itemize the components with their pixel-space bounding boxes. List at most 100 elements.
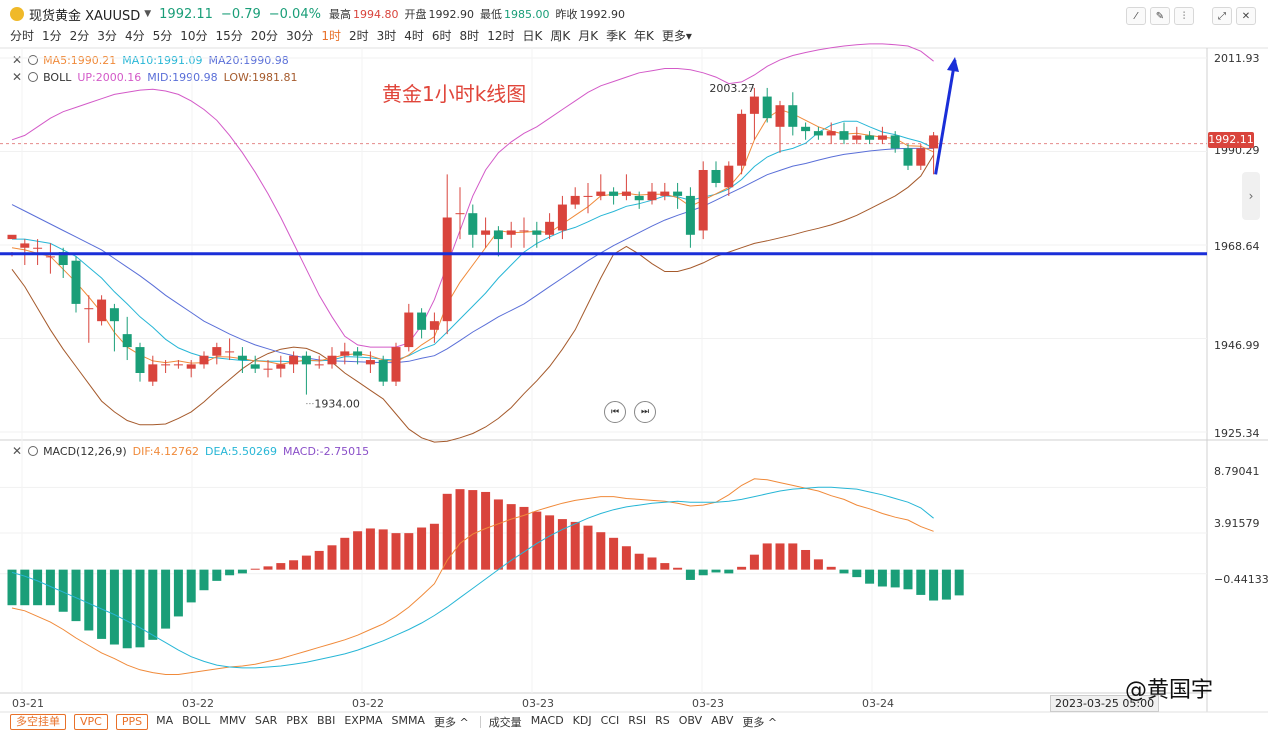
macd-bar bbox=[557, 519, 567, 570]
period-21[interactable]: 年K bbox=[633, 29, 654, 43]
indicator-sub_indicators-1[interactable]: MACD bbox=[530, 714, 564, 727]
indicator-sub_indicators-2[interactable]: KDJ bbox=[572, 714, 592, 727]
macd-bar bbox=[673, 567, 683, 570]
indicator-sub_indicators-3[interactable]: CCI bbox=[600, 714, 620, 727]
macd-bar bbox=[877, 569, 887, 587]
skip-back-icon[interactable]: ⏮ bbox=[604, 401, 626, 423]
macd-bar bbox=[186, 569, 196, 603]
period-16[interactable]: 12时 bbox=[487, 29, 515, 43]
indicator-sub_indicators-4[interactable]: RSI bbox=[628, 714, 647, 727]
candle-body bbox=[621, 191, 631, 196]
period-10[interactable]: 1时 bbox=[321, 29, 341, 43]
period-6[interactable]: 10分 bbox=[180, 29, 208, 43]
indicator-sub_indicators-0[interactable]: 成交量 bbox=[488, 716, 522, 729]
pen-icon[interactable]: ✎ bbox=[1150, 7, 1170, 25]
macd-tick: −0.44133 bbox=[1214, 573, 1268, 586]
live-price-dot bbox=[928, 134, 939, 145]
period-19[interactable]: 月K bbox=[578, 29, 599, 43]
gear-icon[interactable] bbox=[28, 72, 39, 82]
price-tick: 2011.93 bbox=[1214, 52, 1260, 65]
period-14[interactable]: 6时 bbox=[431, 29, 452, 43]
indicator-sub_indicators-6[interactable]: OBV bbox=[678, 714, 703, 727]
macd-bar bbox=[775, 543, 785, 570]
candle-body bbox=[890, 135, 900, 149]
period-7[interactable]: 15分 bbox=[215, 29, 243, 43]
ma20-legend: MA20:1990.98 bbox=[208, 53, 289, 67]
period-4[interactable]: 4分 bbox=[124, 29, 145, 43]
indicator-sub_indicators-8[interactable]: 更多 ^ bbox=[742, 716, 778, 729]
gear-icon[interactable] bbox=[28, 55, 39, 65]
expand-icon[interactable]: ⤢ bbox=[1212, 7, 1232, 25]
period-15[interactable]: 8时 bbox=[459, 29, 480, 43]
indicator-main_indicators-0[interactable]: MA bbox=[156, 714, 174, 727]
symbol-name[interactable]: 现货黄金 XAUUSD bbox=[29, 8, 141, 24]
macd-bar bbox=[852, 569, 862, 578]
period-5[interactable]: 5分 bbox=[152, 29, 173, 43]
candle-body bbox=[122, 334, 132, 348]
close-icon[interactable]: ✕ bbox=[1236, 7, 1256, 25]
period-2[interactable]: 2分 bbox=[69, 29, 90, 43]
macd-bar bbox=[468, 490, 478, 570]
macd-legend: ✕ MACD(12,26,9) DIF:4.12762 DEA:5.50269 … bbox=[12, 444, 369, 458]
macd-bar bbox=[340, 537, 350, 570]
indicator-main_indicators-7[interactable]: SMMA bbox=[391, 714, 425, 727]
indicator-main_indicators-6[interactable]: EXPMA bbox=[344, 714, 383, 727]
period-12[interactable]: 3时 bbox=[376, 29, 397, 43]
skip-forward-icon[interactable]: ⏭ bbox=[634, 401, 656, 423]
draw-line-icon[interactable]: ⁄ bbox=[1126, 7, 1146, 25]
macd-bar bbox=[442, 493, 452, 570]
period-22[interactable]: 更多▾ bbox=[661, 29, 692, 43]
macd-bar bbox=[865, 569, 875, 584]
boll-lower-line bbox=[11, 154, 935, 443]
period-18[interactable]: 周K bbox=[550, 29, 571, 43]
macd-name: MACD(12,26,9) bbox=[43, 444, 127, 458]
indicator-main_indicators-5[interactable]: BBI bbox=[316, 714, 336, 727]
period-9[interactable]: 30分 bbox=[286, 29, 314, 43]
macd-bar bbox=[122, 569, 132, 649]
candle-body bbox=[673, 191, 683, 196]
pps-chip[interactable]: PPS bbox=[115, 714, 149, 730]
vpc-chip[interactable]: VPC bbox=[74, 714, 108, 730]
trend-arrow-shaft bbox=[934, 59, 957, 175]
macd-bar bbox=[903, 569, 913, 590]
macd-bar bbox=[404, 533, 414, 570]
candle-style-icon[interactable]: ⫶ bbox=[1174, 7, 1194, 25]
macd-bar bbox=[954, 569, 964, 596]
period-3[interactable]: 3分 bbox=[97, 29, 117, 43]
macd-bar bbox=[519, 506, 529, 570]
macd-bar bbox=[698, 569, 708, 576]
period-1[interactable]: 1分 bbox=[42, 29, 62, 43]
gear-icon[interactable] bbox=[28, 446, 39, 456]
indicator-main_indicators-4[interactable]: PBX bbox=[286, 714, 308, 727]
close-icon[interactable]: ✕ bbox=[12, 444, 23, 458]
macd-bar bbox=[263, 566, 273, 570]
close-icon[interactable]: ✕ bbox=[12, 53, 23, 67]
period-8[interactable]: 20分 bbox=[250, 29, 279, 43]
close-icon[interactable]: ✕ bbox=[12, 70, 23, 84]
period-20[interactable]: 季K bbox=[606, 29, 626, 43]
indicator-main_indicators-1[interactable]: BOLL bbox=[182, 714, 211, 727]
order-chip[interactable]: 多空挂单 bbox=[10, 714, 66, 730]
boll-name: BOLL bbox=[43, 70, 72, 84]
price-change-pct: −0.04% bbox=[268, 6, 321, 22]
candle-body bbox=[135, 347, 145, 373]
macd-bar bbox=[660, 563, 670, 570]
candle-body bbox=[378, 360, 388, 382]
chevron-right-icon[interactable]: › bbox=[1242, 172, 1260, 220]
chevron-down-icon[interactable]: ▼ bbox=[144, 9, 152, 19]
macd-bar bbox=[250, 568, 260, 570]
indicator-main_indicators-3[interactable]: SAR bbox=[254, 714, 278, 727]
macd-bar bbox=[621, 546, 631, 570]
candle-body bbox=[813, 131, 823, 136]
period-13[interactable]: 4时 bbox=[404, 29, 424, 43]
period-17[interactable]: 日K bbox=[522, 29, 543, 43]
period-11[interactable]: 2时 bbox=[348, 29, 369, 43]
macd-bar bbox=[84, 569, 94, 631]
indicator-sub_indicators-7[interactable]: ABV bbox=[711, 714, 734, 727]
indicator-main_indicators-8[interactable]: 更多 ^ bbox=[433, 716, 469, 729]
dif-line bbox=[11, 478, 934, 675]
indicator-sub_indicators-5[interactable]: RS bbox=[655, 714, 670, 727]
indicator-main_indicators-2[interactable]: MMV bbox=[219, 714, 246, 727]
period-0[interactable]: 分时 bbox=[10, 29, 35, 43]
